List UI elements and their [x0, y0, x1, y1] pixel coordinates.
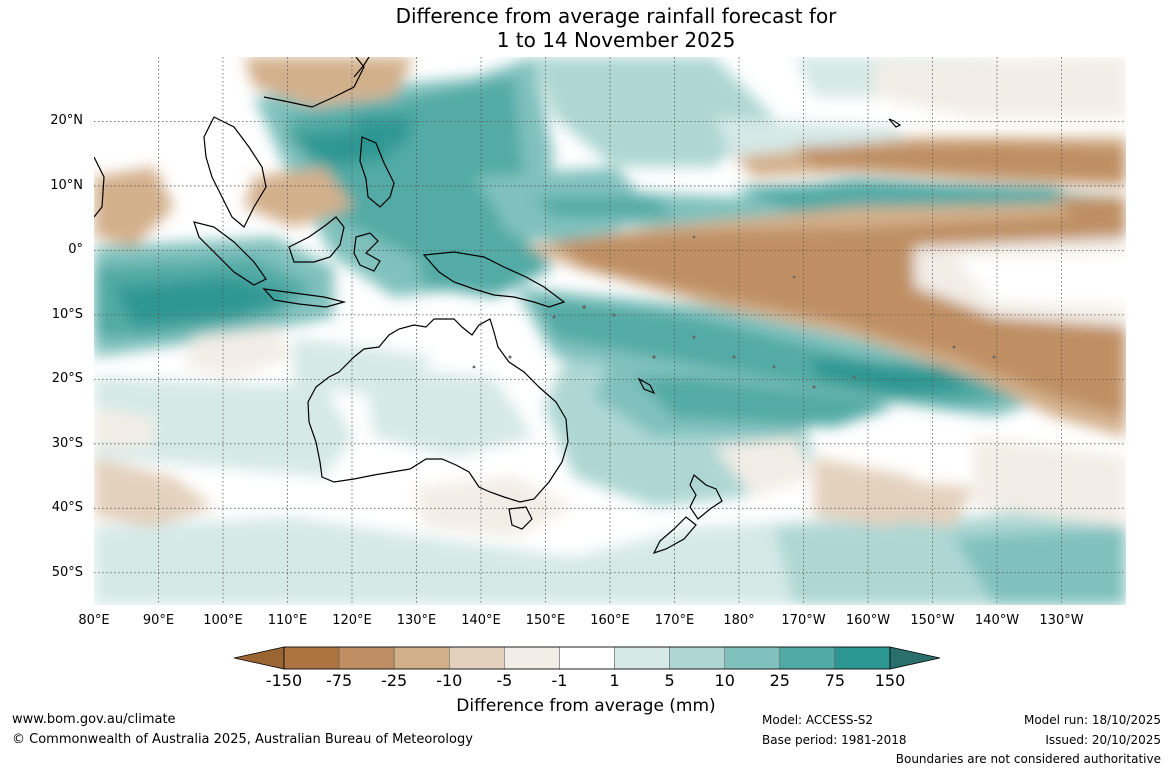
longitude-label: 140°W	[974, 613, 1020, 628]
longitude-label: 170°W	[781, 613, 826, 628]
chart-title: Difference from average rainfall forecas…	[0, 4, 1173, 52]
colorbar-cell	[779, 646, 836, 670]
footer-base-period: Base period: 1981-2018	[762, 733, 907, 747]
latitude-label: 40°S	[51, 500, 83, 516]
hawaii-coastline	[888, 118, 902, 128]
colorbar-cell	[393, 646, 450, 670]
colorbar-tick-label: 150	[874, 671, 906, 690]
title-line-1: Difference from average rainfall forecas…	[395, 4, 837, 28]
colorbar-tick-label: -150	[265, 671, 303, 690]
new-zealand-north-coastline	[689, 474, 723, 520]
footer-issued: Issued: 20/10/2025	[1045, 733, 1161, 747]
colorbar-tick-label: -10	[436, 671, 463, 690]
philippines-coastline	[359, 136, 395, 208]
longitude-label: 180°	[723, 613, 755, 628]
japan-coastline	[353, 56, 370, 78]
footer-disclaimer: Boundaries are not considered authoritat…	[895, 752, 1161, 766]
colorbar-max-extension	[889, 646, 940, 670]
colorbar-tick-label: -75	[326, 671, 353, 690]
map-gridlines	[94, 57, 1126, 605]
colorbar-tick-label: 10	[714, 671, 735, 690]
colorbar-tick-label: -5	[496, 671, 513, 690]
longitude-label: 110°E	[267, 613, 308, 628]
title-line-2: 1 to 14 November 2025	[496, 28, 736, 52]
rainfall-map	[93, 56, 1126, 605]
latitude-label: 50°S	[51, 564, 83, 580]
colorbar-cell	[283, 646, 340, 670]
latitude-label: 20°N	[50, 113, 83, 129]
longitude-label: 150°W	[910, 613, 955, 628]
colorbar-min-extension	[234, 646, 285, 670]
java-coastline	[262, 288, 347, 308]
sulawesi-coastline	[353, 232, 381, 272]
colorbar	[234, 646, 940, 670]
latitude-label: 10°N	[50, 177, 83, 193]
sumatra-coastline	[193, 221, 267, 286]
new-caledonia-coastline	[637, 377, 656, 395]
asia-coastline	[263, 56, 365, 108]
latitude-label: 10°S	[51, 306, 83, 322]
new-zealand-south-coastline	[652, 516, 697, 555]
longitude-label: 80°E	[78, 613, 110, 628]
colorbar-tick-label: -1	[551, 671, 568, 690]
longitude-label: 160°E	[590, 613, 630, 628]
longitude-label: 120°E	[332, 613, 372, 628]
coastlines	[93, 56, 902, 555]
latitude-label: 30°S	[51, 435, 83, 451]
new-guinea-coastline	[422, 251, 566, 308]
tasmania-coastline	[508, 506, 533, 530]
footer-url[interactable]: www.bom.gov.au/climate	[12, 712, 176, 727]
footer-copyright: © Commonwealth of Australia 2025, Austra…	[12, 732, 473, 747]
colorbar-tick-label: -25	[381, 671, 408, 690]
island-dots	[472, 235, 996, 389]
australia-coastline	[307, 318, 569, 503]
longitude-label: 90°E	[142, 613, 175, 628]
longitude-label: 160°W	[845, 613, 891, 628]
rainfall-anomaly-field	[93, 56, 1126, 605]
colorbar-tick-label: 25	[769, 671, 790, 690]
colorbar-cells	[283, 646, 891, 670]
colorbar-cell	[338, 646, 395, 670]
longitude-label: 130°W	[1039, 613, 1084, 628]
latitude-label: 0°	[68, 242, 83, 258]
colorbar-cell	[724, 646, 781, 670]
longitude-label: 130°E	[396, 613, 437, 628]
longitude-label: 100°E	[203, 613, 243, 628]
colorbar-cell	[559, 646, 615, 670]
latitude-label: 20°S	[51, 371, 83, 387]
colorbar-cell	[669, 646, 725, 670]
colorbar-title: Difference from average (mm)	[456, 696, 716, 716]
borneo-coastline	[288, 216, 345, 263]
indochina-coastline	[203, 116, 267, 228]
india-coastline	[93, 156, 105, 218]
colorbar-cell	[614, 646, 670, 670]
colorbar-tick-label: 1	[609, 671, 620, 690]
anomaly-shading	[94, 57, 1126, 605]
longitude-label: 150°E	[525, 613, 566, 628]
colorbar-tick-label: 5	[664, 671, 675, 690]
colorbar-tick-label: 75	[824, 671, 846, 690]
colorbar-cell	[504, 646, 560, 670]
colorbar-cell	[834, 646, 891, 670]
longitude-label: 170°E	[654, 613, 695, 628]
colorbar-cell	[449, 646, 505, 670]
longitude-label: 140°E	[461, 613, 501, 628]
footer-model-run: Model run: 18/10/2025	[1023, 713, 1161, 727]
footer-model: Model: ACCESS-S2	[762, 713, 874, 727]
